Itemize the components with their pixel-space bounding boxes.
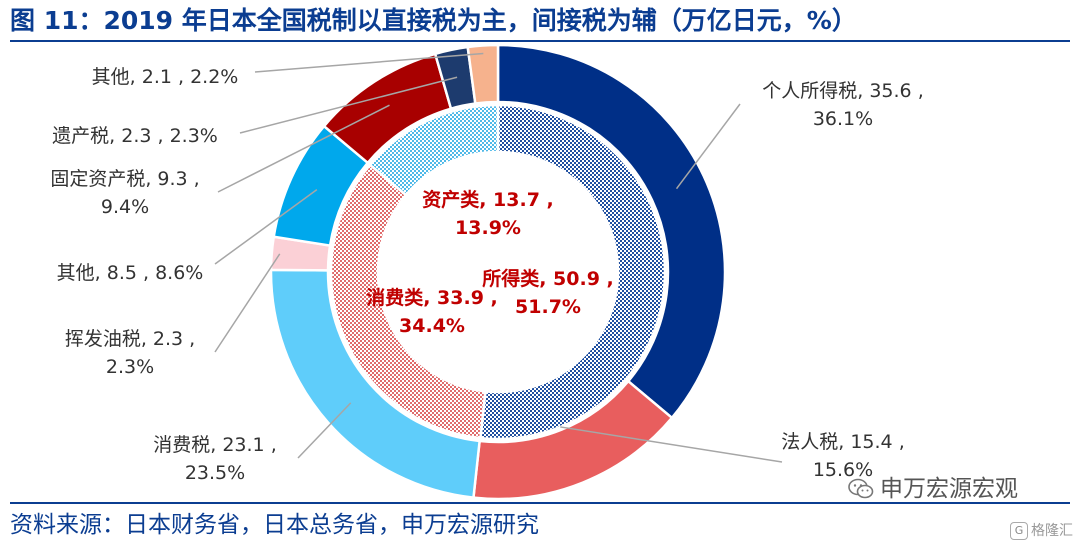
inner-slice-2 xyxy=(368,103,500,197)
data-labels: 个人所得税, 35.6 , 36.1% 法人税, 15.4 , 15.6% 消费税, 2… xyxy=(50,66,923,484)
outer-ring xyxy=(269,43,727,500)
inner-label-0-line-0: 所得类, 50.9 , xyxy=(482,267,614,290)
inner-slice-0 xyxy=(479,103,667,441)
outer-label-2-line-0: 消费税, 23.1 , xyxy=(153,434,276,456)
leader-line-0 xyxy=(675,103,741,190)
inner-label-2-line-0: 资产类, 13.7 , xyxy=(422,188,554,211)
source-rule xyxy=(10,502,1070,504)
inner-slice-1 xyxy=(329,163,487,440)
leader-line-7 xyxy=(254,52,484,73)
leader-line-6 xyxy=(239,76,458,134)
gelonghui-badge: G 格隆汇 xyxy=(1010,520,1073,542)
watermark: 申万宏源宏观 xyxy=(848,474,1018,504)
leader-line-4 xyxy=(214,188,318,265)
outer-label-1-line-0: 法人税, 15.4 , xyxy=(781,431,904,453)
outer-label-0-line-0: 个人所得税, 35.6 , xyxy=(762,80,923,102)
outer-label-4-line-0: 其他, 8.5 , 8.6% xyxy=(57,262,204,284)
title-rule xyxy=(10,40,1070,42)
outer-label-0-line-1: 36.1% xyxy=(813,108,873,130)
inner-label-1-line-0: 消费类, 33.9 , xyxy=(366,286,498,309)
leader-line-3 xyxy=(214,253,281,353)
watermark-text: 申万宏源宏观 xyxy=(880,476,1018,502)
outer-label-2-line-1: 23.5% xyxy=(185,462,245,484)
wechat-icon xyxy=(848,478,874,499)
leader-line-2 xyxy=(297,402,352,459)
badge-text: 格隆汇 xyxy=(1031,523,1073,539)
leader-line-1 xyxy=(560,426,783,463)
leader-lines xyxy=(214,52,783,463)
outer-label-7-line-0: 其他, 2.1 , 2.2% xyxy=(92,66,239,88)
leader-line-5 xyxy=(217,104,390,193)
outer-slice-7 xyxy=(466,43,500,105)
chart-title: 图 11：2019 年日本全国税制以直接税为主，间接税为辅（万亿日元，%） xyxy=(10,6,857,35)
inner-label-1-line-1: 34.4% xyxy=(399,315,465,337)
inner-label-2-line-1: 13.9% xyxy=(455,217,521,239)
outer-label-1-line-1: 15.6% xyxy=(813,459,873,481)
gelonghui-logo-icon: G xyxy=(1010,522,1028,540)
source-note: 资料来源：日本财务省，日本总务省，申万宏源研究 xyxy=(10,512,539,538)
outer-label-5-line-0: 固定资产税, 9.3 , xyxy=(50,168,199,190)
outer-label-3-line-0: 挥发油税, 2.3 , xyxy=(65,328,195,350)
outer-slice-0 xyxy=(496,43,727,420)
outer-label-3-line-1: 2.3% xyxy=(106,356,154,378)
outer-label-6-line-0: 遗产税, 2.3 , 2.3% xyxy=(52,125,218,147)
donut-chart: 个人所得税, 35.6 , 36.1% 法人税, 15.4 , 15.6% 消费税, 2… xyxy=(50,43,924,500)
inner-label-0-line-1: 51.7% xyxy=(515,296,581,318)
outer-label-5-line-1: 9.4% xyxy=(101,196,149,218)
inner-ring xyxy=(329,103,667,441)
